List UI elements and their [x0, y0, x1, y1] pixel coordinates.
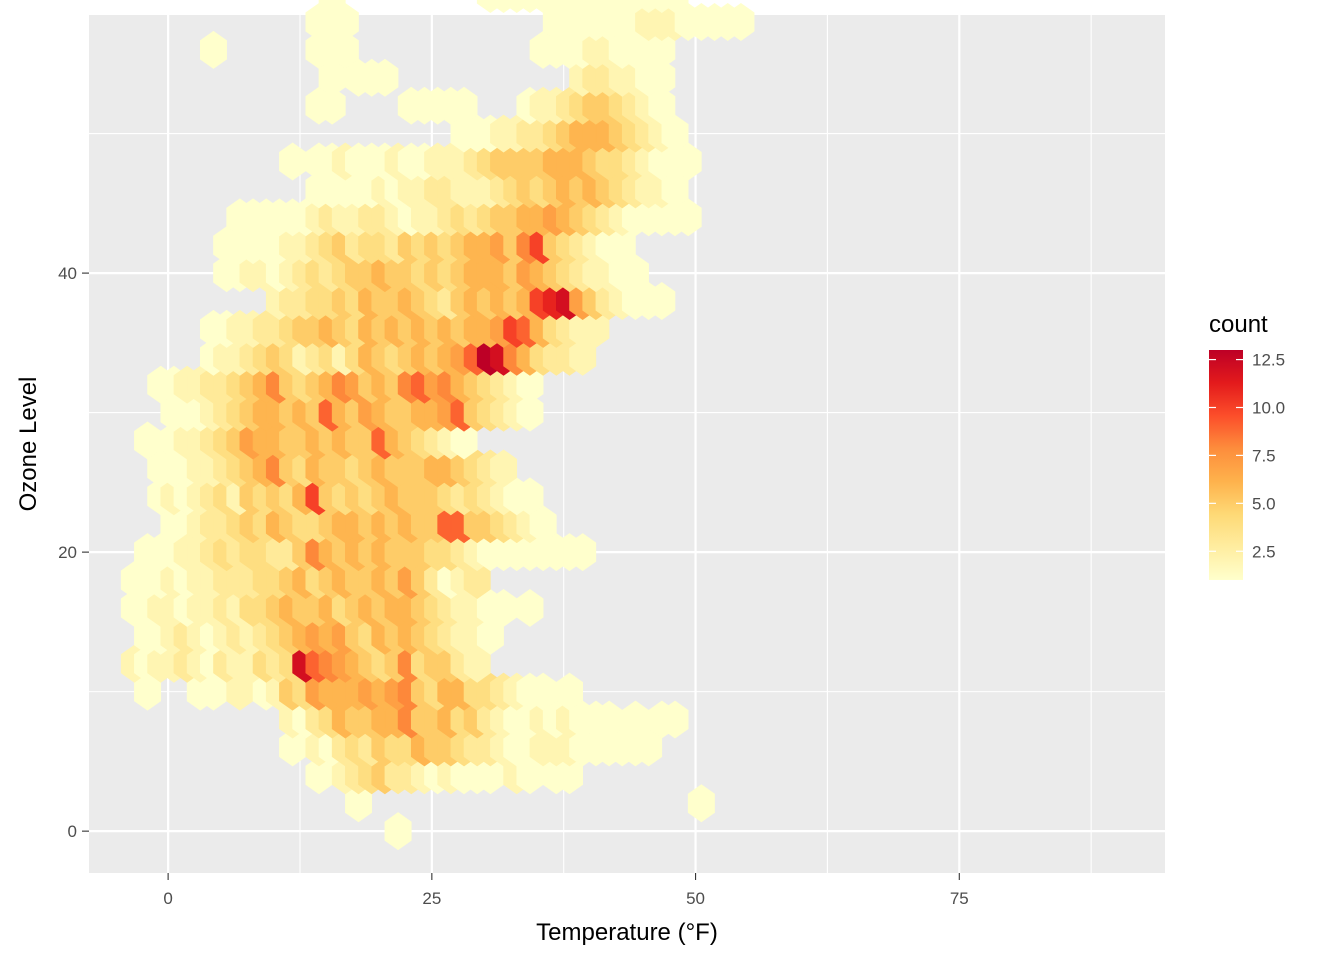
hex-cell — [569, 533, 597, 572]
hex-cell — [661, 0, 689, 14]
hex-cell — [661, 700, 689, 739]
hex-cell — [371, 58, 399, 97]
x-tick-label: 75 — [950, 889, 969, 908]
hex-cell — [318, 86, 346, 125]
x-axis: 0 25 50 75 — [163, 873, 969, 908]
legend-tick-label: 10.0 — [1252, 399, 1285, 418]
legend-tick-label: 5.0 — [1252, 494, 1276, 513]
x-tick-label: 50 — [686, 889, 705, 908]
hex-cell — [516, 588, 544, 627]
hex-cell — [727, 3, 755, 41]
hex-cell — [556, 672, 583, 711]
legend-title: count — [1209, 311, 1268, 338]
x-tick-label: 25 — [422, 889, 441, 908]
y-tick-label: 40 — [58, 264, 77, 283]
y-tick-label: 0 — [68, 822, 77, 841]
hexbin-cells — [120, 0, 755, 851]
hex-cell — [199, 30, 227, 69]
x-tick-label: 0 — [163, 889, 172, 908]
x-axis-title: Temperature (°F) — [536, 919, 718, 946]
legend: count 2.5 5.0 7.5 10.0 12.5 — [1209, 311, 1285, 580]
hex-cell — [384, 812, 412, 851]
legend-colorbar — [1209, 350, 1243, 580]
hex-cell — [318, 0, 346, 14]
y-axis: 0 20 40 — [58, 264, 89, 841]
legend-tick-label: 7.5 — [1252, 446, 1276, 465]
hex-cell — [490, 449, 518, 488]
legend-tick-label: 2.5 — [1252, 542, 1276, 561]
legend-tick-label: 12.5 — [1252, 351, 1285, 370]
y-axis-title: Ozone Level — [15, 377, 42, 512]
hex-cell — [687, 784, 715, 823]
legend-ticks: 2.5 5.0 7.5 10.0 12.5 — [1209, 351, 1285, 561]
hex-cell — [648, 282, 676, 320]
hex-cell — [450, 86, 478, 125]
y-tick-label: 20 — [58, 543, 77, 562]
hex-cell — [516, 477, 544, 516]
